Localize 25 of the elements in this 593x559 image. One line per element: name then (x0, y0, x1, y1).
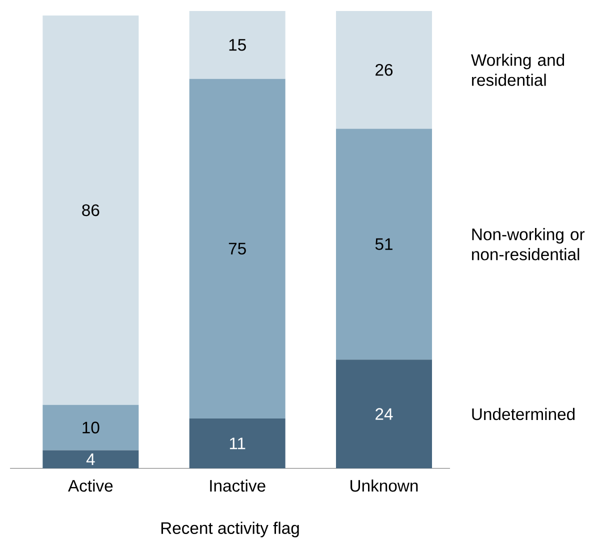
x-tick-label: Active (68, 479, 113, 492)
bar (42, 404, 139, 450)
data-label: 11 (230, 438, 246, 450)
data-label: 75 (228, 242, 246, 255)
data-label: 10 (82, 422, 100, 434)
data-label: 24 (376, 408, 393, 420)
data-label: 26 (376, 64, 393, 76)
bar (336, 10, 432, 129)
x-axis-title: Recent activity flag (161, 522, 299, 538)
data-label: 51 (375, 238, 392, 250)
text: Working and residential (471, 54, 564, 86)
bar (189, 418, 286, 468)
text: Undetermined (472, 408, 575, 420)
bar (189, 10, 286, 79)
data-label: 4 (86, 454, 95, 465)
data-label: 15 (229, 39, 246, 51)
bar (42, 450, 139, 468)
bar (336, 128, 432, 360)
data-label: 86 (82, 204, 100, 216)
bar (189, 78, 286, 419)
x-tick-label: Inactive (210, 479, 266, 492)
bar (336, 360, 432, 468)
x-tick-label: Unknown (350, 479, 418, 492)
bar (42, 16, 139, 405)
text: Non-working or non-residential (472, 228, 585, 260)
